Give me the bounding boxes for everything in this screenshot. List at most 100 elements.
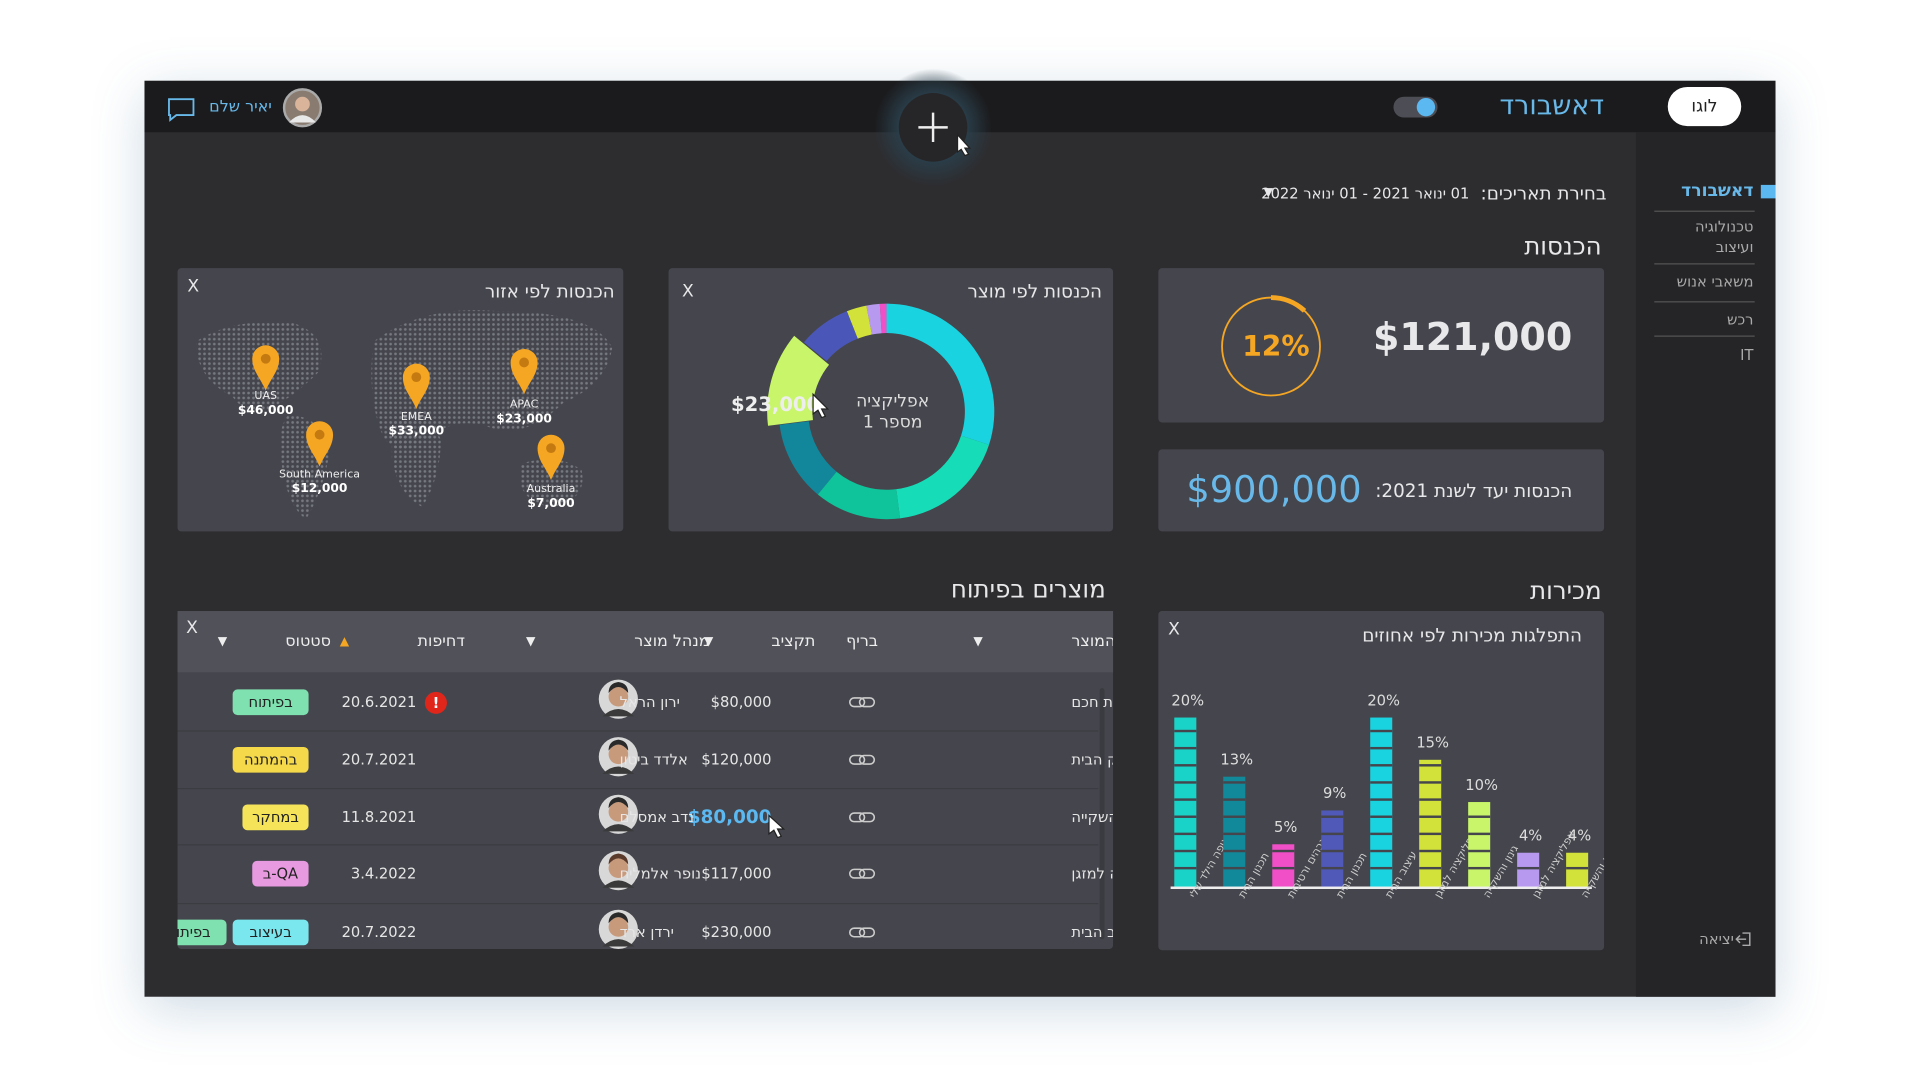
brief-link[interactable] bbox=[849, 927, 866, 938]
sort-arrow[interactable]: ▼ bbox=[973, 634, 983, 648]
status-pill[interactable] bbox=[232, 689, 309, 716]
column-header[interactable]: דחיפות bbox=[418, 631, 466, 650]
map-pin[interactable] bbox=[510, 348, 538, 395]
add-button[interactable] bbox=[872, 68, 994, 191]
bar bbox=[1272, 844, 1295, 887]
target-value: $900,000 bbox=[1186, 468, 1362, 512]
bar-gap bbox=[1321, 866, 1344, 870]
donut-segment[interactable] bbox=[817, 471, 901, 520]
chat-icon[interactable] bbox=[168, 98, 195, 122]
logo[interactable]: לוגו bbox=[1667, 86, 1742, 127]
donut-segment[interactable] bbox=[779, 421, 837, 495]
close-button[interactable]: X bbox=[187, 276, 200, 297]
date-arrow[interactable]: ▼ bbox=[1263, 186, 1274, 200]
donut-segment[interactable] bbox=[896, 435, 990, 519]
region-label: EMEA bbox=[401, 410, 432, 423]
bar-gap bbox=[1174, 832, 1197, 836]
bar-gap bbox=[1174, 729, 1197, 733]
budget: $230,000 bbox=[701, 924, 771, 941]
brief-link[interactable] bbox=[849, 754, 866, 765]
region-value: $33,000 bbox=[388, 424, 444, 438]
bar bbox=[1321, 810, 1344, 887]
date-label: בחירת תאריכים: bbox=[1480, 182, 1607, 205]
nav-item[interactable]: רכש bbox=[1726, 311, 1754, 329]
brief-link[interactable] bbox=[858, 927, 876, 938]
brief-link[interactable] bbox=[849, 697, 866, 708]
percent-arc bbox=[1271, 295, 1307, 313]
scrollbar[interactable] bbox=[1099, 688, 1105, 940]
sort-arrow[interactable]: ▼ bbox=[218, 634, 228, 648]
logout[interactable]: יציאה bbox=[1699, 930, 1734, 948]
donut-segment[interactable] bbox=[886, 303, 995, 445]
percent-ring: 12% bbox=[1221, 295, 1321, 397]
center-label: מספר 1 bbox=[863, 412, 922, 432]
column-header[interactable]: סטטוס bbox=[285, 631, 331, 650]
section-title: הכנסות bbox=[1524, 231, 1602, 261]
cursor bbox=[768, 814, 786, 839]
status-pill[interactable] bbox=[252, 860, 309, 887]
nav-item[interactable]: משאבי אנוש bbox=[1676, 273, 1754, 291]
bar-label: 5% bbox=[1274, 819, 1297, 836]
brief-link[interactable] bbox=[849, 812, 866, 823]
donut-chart: $23,000 אפליקציה מספר 1 bbox=[731, 303, 995, 520]
brief-link[interactable] bbox=[858, 697, 876, 708]
sort-arrow[interactable]: ▲ bbox=[340, 634, 350, 648]
product-name: אפליקציה למזגן bbox=[1071, 865, 1113, 882]
brief-link[interactable] bbox=[858, 868, 876, 879]
map-pin[interactable] bbox=[537, 434, 565, 481]
sort-arrow[interactable]: ▼ bbox=[526, 634, 536, 648]
donut-segment[interactable] bbox=[879, 303, 887, 334]
due-date: 3.4.2022 bbox=[351, 865, 416, 882]
brief-link[interactable] bbox=[849, 868, 866, 879]
bar bbox=[1370, 717, 1393, 887]
donut-segment[interactable] bbox=[866, 303, 882, 335]
status-label: בעיצוב bbox=[250, 924, 292, 941]
due-date: 11.8.2021 bbox=[342, 809, 417, 826]
brief-link[interactable] bbox=[858, 812, 876, 823]
nav-item[interactable]: דאשבורד bbox=[1681, 181, 1754, 201]
bar-gap bbox=[1321, 849, 1344, 853]
pin-hole bbox=[546, 443, 556, 454]
brief-link[interactable] bbox=[858, 754, 876, 765]
nav-item[interactable]: טכנולוגיה ועיצוב bbox=[1694, 217, 1754, 256]
region-label: UAS bbox=[254, 389, 277, 402]
bar-gap bbox=[1223, 781, 1246, 784]
column-header[interactable]: תקציב bbox=[771, 631, 815, 650]
status-pill[interactable] bbox=[232, 919, 309, 946]
nav-item[interactable]: IT bbox=[1740, 346, 1754, 364]
manager: נופר אלמליח bbox=[620, 865, 701, 882]
status-pill[interactable] bbox=[177, 919, 227, 946]
bar-gap bbox=[1468, 815, 1491, 818]
status-pill[interactable] bbox=[232, 746, 309, 773]
pin-hole bbox=[519, 357, 529, 368]
donut-segment[interactable] bbox=[846, 305, 872, 339]
logout-icon[interactable] bbox=[1735, 931, 1752, 948]
bar bbox=[1517, 852, 1540, 887]
column-header[interactable]: מנהל מוצר bbox=[634, 631, 709, 650]
due-date: 20.7.2021 bbox=[342, 751, 417, 768]
map-pin[interactable] bbox=[402, 363, 430, 409]
column-header[interactable]: בריף bbox=[846, 631, 878, 650]
close-button[interactable]: X bbox=[682, 281, 694, 302]
status-pill[interactable] bbox=[242, 804, 309, 831]
close-button[interactable]: X bbox=[1168, 619, 1180, 640]
alert-text: ! bbox=[433, 695, 440, 712]
date-range[interactable]: 01 ינואר 2021 - 01 ינואר 2022 bbox=[1261, 184, 1470, 203]
bar-gap bbox=[1468, 866, 1491, 870]
bar-gap bbox=[1223, 866, 1246, 870]
manager: נדב אמסלם bbox=[620, 809, 694, 826]
column-header[interactable]: שם המוצר bbox=[1071, 631, 1113, 650]
close-button[interactable]: X bbox=[186, 618, 198, 638]
sort-arrow[interactable]: ▼ bbox=[704, 634, 714, 648]
bar-gap bbox=[1321, 815, 1344, 818]
world-map: UAS$46,000 EMEA$33,000 APAC$23,000 South Am… bbox=[195, 310, 613, 520]
toggle[interactable] bbox=[1393, 96, 1438, 118]
bar-gap bbox=[1223, 798, 1246, 801]
map-pin[interactable] bbox=[252, 345, 280, 391]
donut-segment[interactable] bbox=[803, 311, 858, 362]
user-name[interactable]: יאיר שלם bbox=[209, 97, 272, 117]
map-pin[interactable] bbox=[306, 421, 334, 467]
bar-label: 15% bbox=[1416, 735, 1449, 752]
